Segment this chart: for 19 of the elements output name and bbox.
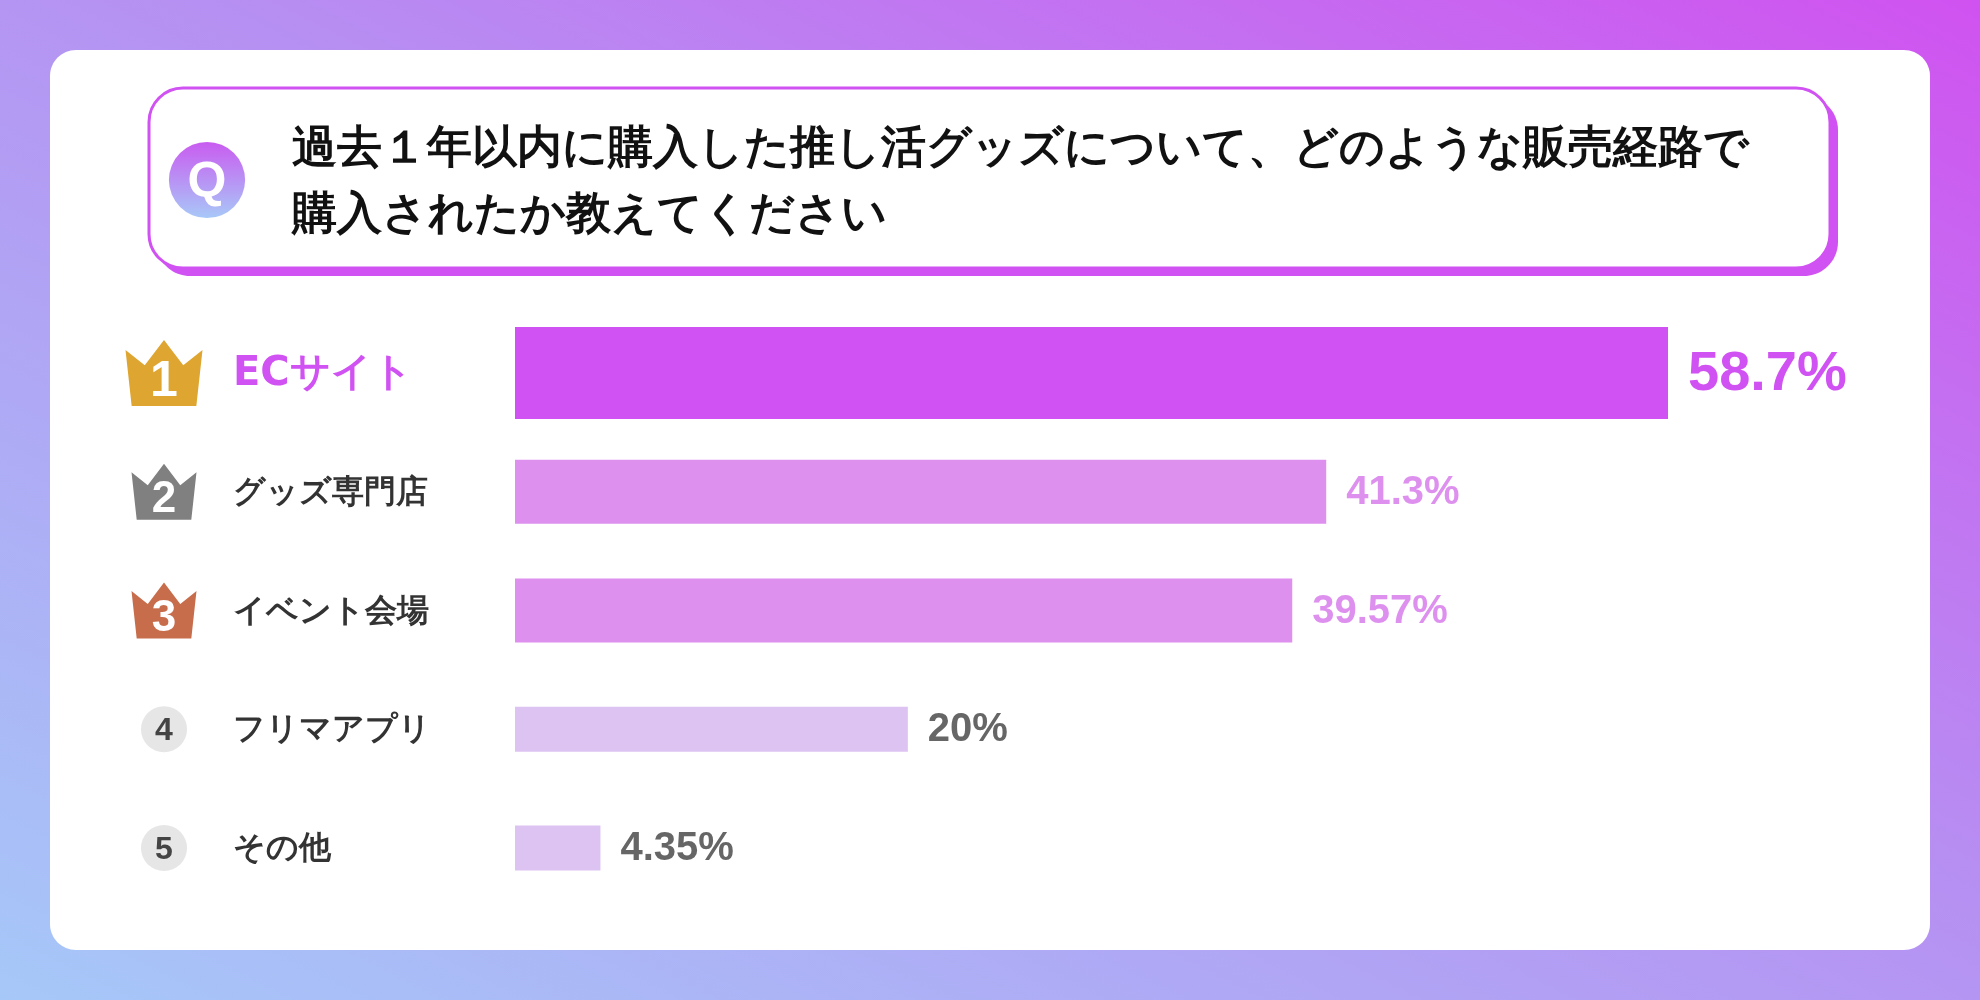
data-label: 20% [927,705,1008,750]
bar [515,578,1293,643]
y-tick-label: ECサイト [233,348,413,394]
data-label: 58.7% [1688,339,1847,402]
text: 4 [155,711,174,748]
text: 5 [155,830,173,866]
text: Q [187,152,227,208]
data-label: 39.57% [1312,586,1448,631]
bar [515,459,1327,524]
text: 1 [150,351,178,407]
y-tick-label: イベント会場 [233,590,429,629]
text: 2 [151,471,177,521]
chart-title: 過去１年以内に購入した推し活グッズについて、どのような販売経路で購入されたか教えてください [291,120,1750,239]
y-tick-label: フリマアプリ [233,709,431,748]
data-label: 41.3% [1346,467,1460,512]
y-tick-label: その他 [233,828,332,866]
text: 3 [151,590,177,640]
data-label: 4.35% [620,824,734,868]
y-tick-label: グッズ専門店 [233,471,428,510]
